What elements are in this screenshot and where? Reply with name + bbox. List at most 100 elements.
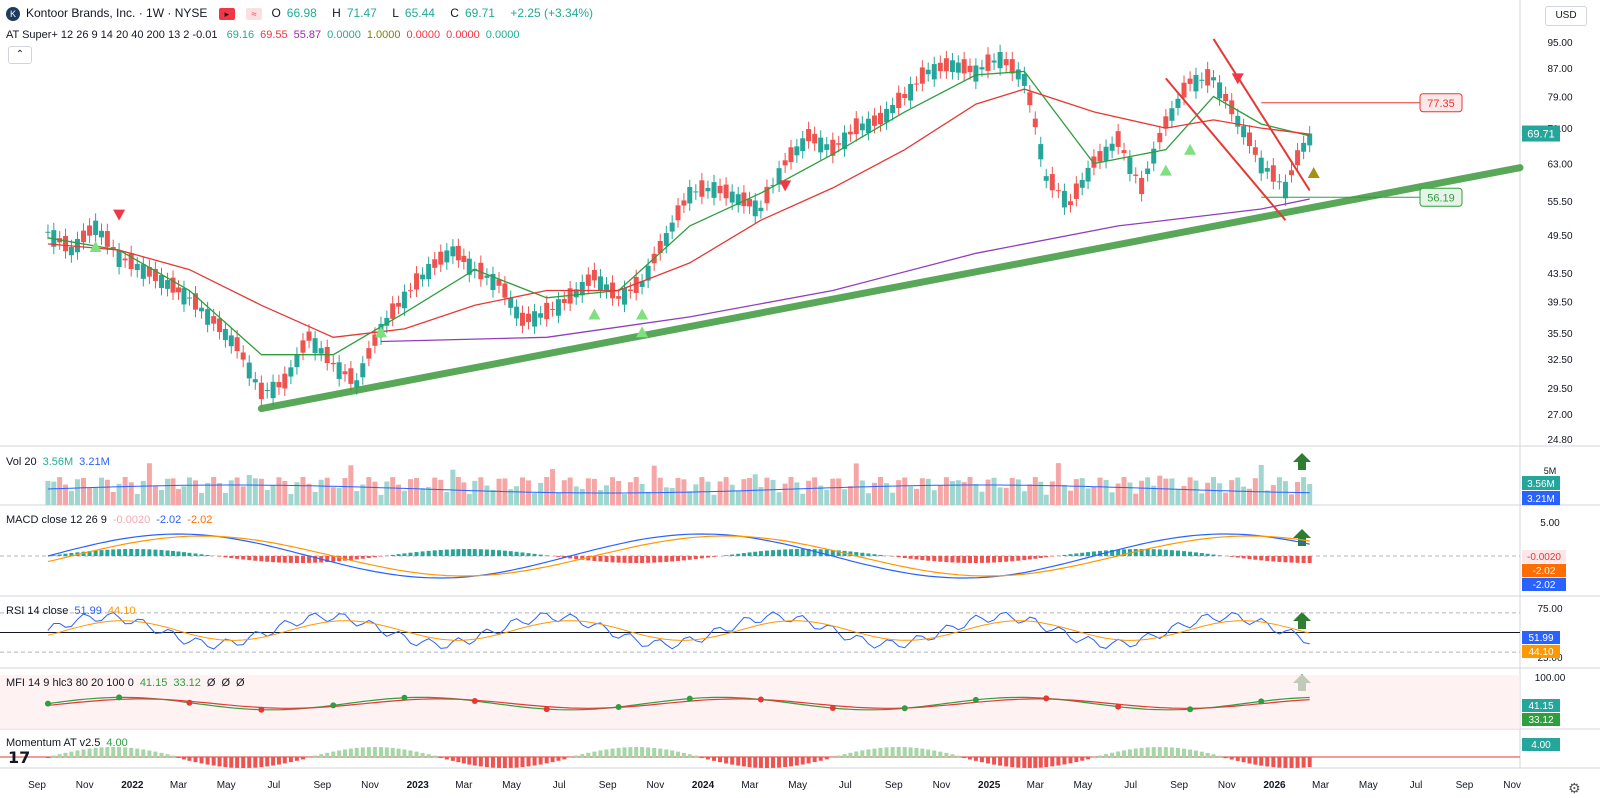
momentum-bar — [634, 747, 639, 758]
volume-bar — [1289, 494, 1295, 505]
macd-hist-bar — [432, 550, 437, 556]
candle — [794, 146, 800, 156]
momentum-bar — [979, 757, 984, 763]
volume-bar — [63, 484, 69, 505]
macd-hist-bar — [456, 549, 461, 556]
candle — [604, 284, 610, 292]
moving-average-line — [47, 70, 1310, 356]
macd-hist-bar — [1175, 550, 1180, 556]
volume-bar — [1121, 477, 1127, 505]
volume-bar — [824, 489, 830, 505]
candle — [699, 180, 705, 197]
momentum-bar — [1022, 757, 1027, 768]
momentum-bar — [490, 757, 495, 768]
momentum-name: Momentum AT v2.5 — [6, 737, 101, 749]
at-super-legend[interactable]: AT Super+ 12 26 9 14 20 40 200 13 2 -0.0… — [6, 28, 525, 42]
macd-hist-bar — [1004, 556, 1009, 562]
candle — [234, 337, 240, 352]
momentum-bar — [1247, 757, 1252, 764]
momentum-bar — [360, 747, 365, 758]
rsi-line — [47, 611, 1310, 650]
macd-hist-bar — [1205, 553, 1210, 556]
macd-hist-bar — [973, 556, 978, 563]
momentum-bar — [1110, 752, 1115, 758]
momentum-bar — [926, 749, 931, 758]
volume-bar — [396, 484, 402, 505]
volume-name: Vol 20 — [6, 456, 37, 468]
momentum-bar — [99, 747, 104, 758]
momentum-bar — [1277, 757, 1282, 768]
macd-hist-bar — [562, 556, 567, 558]
volume-bar — [782, 483, 788, 505]
momentum-bar — [1044, 757, 1049, 768]
candle — [128, 253, 134, 270]
mfi-legend[interactable]: MFI 14 9 hlc3 80 20 100 0 41.15 33.12 Ø Ø Ø — [6, 676, 251, 690]
momentum-bar — [1127, 749, 1132, 758]
alerts-icon[interactable]: ≈ — [246, 7, 263, 20]
momentum-bar — [276, 757, 281, 765]
volume-bar — [770, 479, 776, 505]
rsi-legend[interactable]: RSI 14 close 51.99 44.10 — [6, 604, 141, 618]
rsi-value-tag-label: 51.99 — [1528, 633, 1553, 644]
momentum-bar — [1229, 757, 1234, 760]
volume-bar — [1181, 486, 1187, 505]
macd-hist-bar — [1062, 554, 1067, 556]
volume-bar — [645, 491, 651, 505]
macd-hist-bar — [1050, 556, 1055, 557]
at-super-value: 69.16 — [226, 29, 255, 41]
candle — [913, 83, 919, 85]
macd-hist-bar — [1044, 556, 1049, 558]
sell-signal-marker — [1231, 73, 1244, 85]
volume-bar — [186, 477, 192, 505]
candle — [585, 274, 591, 286]
time-axis-label: May — [502, 780, 521, 791]
volume-bar — [585, 478, 591, 505]
channel-line — [1165, 77, 1287, 221]
macd-legend[interactable]: MACD close 12 26 9 -0.0020 -2.02 -2.02 — [6, 513, 218, 527]
momentum-bars — [45, 747, 1312, 768]
candle — [170, 277, 176, 293]
volume-bar — [407, 479, 413, 505]
macd-hist-bar — [129, 549, 134, 556]
candle — [246, 362, 252, 379]
macd-hist-bar — [860, 552, 865, 556]
candle — [175, 287, 181, 293]
momentum-bar — [1193, 750, 1198, 758]
collapse-legend-button[interactable]: ⌃ — [8, 46, 32, 64]
volume-bar — [776, 492, 782, 505]
momentum-bar — [313, 755, 318, 758]
volume-legend[interactable]: Vol 20 3.56M 3.21M — [6, 455, 116, 469]
currency-button[interactable]: USD — [1545, 6, 1587, 26]
rsi-ma-tag-label: 44.10 — [1528, 647, 1553, 658]
macd-hist-bar — [592, 556, 597, 562]
momentum-legend[interactable]: Momentum AT v2.5 4.00 — [6, 736, 134, 750]
candle — [550, 308, 556, 310]
mfi-axis-label: 100.00 — [1535, 673, 1566, 684]
volume-bar — [925, 478, 931, 505]
macd-hist-bar — [1010, 556, 1015, 562]
gear-icon[interactable]: ⚙ — [1568, 780, 1581, 796]
volume-bar — [1038, 481, 1044, 505]
volume-bar — [735, 490, 741, 505]
macd-hist-bar — [586, 556, 591, 561]
volume-bar — [1258, 464, 1264, 505]
momentum-bar — [818, 757, 823, 761]
time-axis-label: May — [1074, 780, 1093, 791]
tradingview-logo-icon[interactable]: 17 — [8, 748, 31, 767]
macd-hist-bar — [51, 555, 56, 556]
candle — [312, 338, 318, 354]
volume-bar — [222, 492, 228, 505]
momentum-value-tag-label: 4.00 — [1531, 740, 1551, 751]
symbol-name[interactable]: Kontoor Brands, Inc. · 1W · NYSE — [26, 6, 208, 20]
candle — [908, 83, 914, 101]
momentum-bar — [467, 757, 472, 765]
momentum-bar — [1086, 757, 1091, 760]
volume-bar — [276, 477, 282, 505]
candle — [752, 200, 758, 217]
macd-hist-bar — [396, 554, 401, 556]
volume-bar — [973, 483, 979, 505]
macd-hist-bar — [408, 552, 413, 556]
candle — [967, 65, 973, 73]
candle — [372, 334, 378, 346]
volume-bar — [633, 477, 639, 505]
